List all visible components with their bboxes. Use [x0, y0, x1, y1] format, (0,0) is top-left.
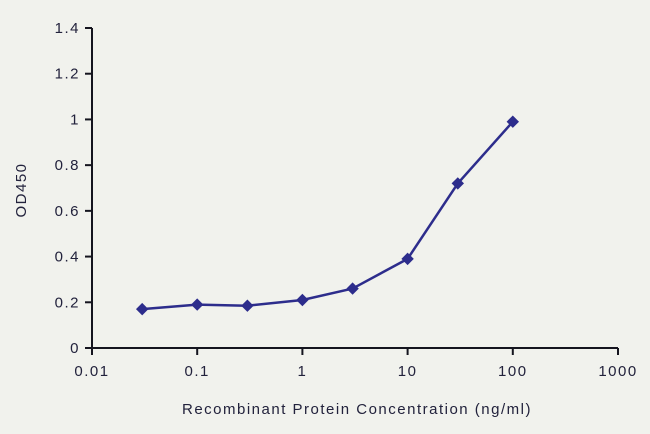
x-tick-label: 0.01 — [74, 363, 109, 380]
data-point-marker — [451, 177, 465, 190]
y-tick-label: 1.4 — [55, 20, 80, 37]
data-point-marker — [401, 252, 414, 266]
data-point-marker — [135, 302, 149, 316]
x-tick-label: 10 — [398, 363, 418, 380]
y-tick-label: 1.2 — [55, 66, 80, 83]
y-tick-label: 0.8 — [55, 157, 80, 174]
data-point-marker — [190, 298, 204, 311]
y-tick-label: 1 — [70, 111, 80, 128]
y-tick-label: 0.6 — [55, 203, 80, 220]
plot-area: 0 0.2 0.4 0.6 0.8 1 1.2 1.4 0.01 0.1 1 10 100 1000 — [55, 20, 637, 380]
y-axis-title: OD450 — [13, 162, 30, 217]
data-point-marker — [346, 282, 359, 295]
data-point-marker — [296, 293, 309, 307]
data-point-marker — [241, 299, 254, 312]
data-point-marker — [506, 115, 520, 128]
series-line — [142, 120, 514, 311]
y-tick-label: 0.2 — [55, 294, 80, 311]
y-tick-label: 0.4 — [55, 249, 80, 266]
x-tick-label: 100 — [498, 363, 528, 380]
x-tick-label: 1 — [297, 363, 307, 380]
x-tick-label: 0.1 — [185, 363, 210, 380]
y-tick-label: 0 — [70, 340, 80, 357]
x-tick-label: 1000 — [598, 363, 637, 380]
x-axis-title: Recombinant Protein Concentration (ng/ml… — [182, 401, 532, 418]
